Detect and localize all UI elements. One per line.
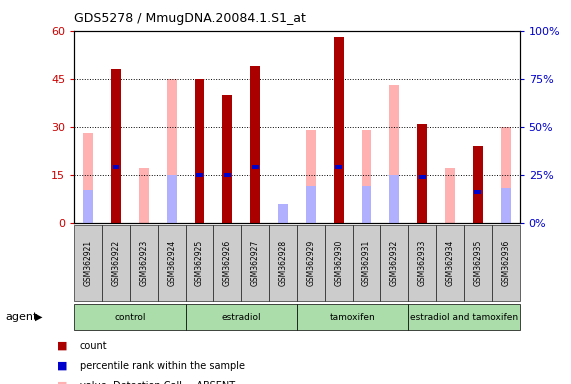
Bar	[250, 66, 260, 223]
Bar	[419, 175, 425, 179]
Bar	[139, 168, 148, 223]
Bar	[361, 130, 371, 223]
Bar	[417, 124, 427, 223]
Text: GSM362932: GSM362932	[390, 240, 399, 286]
Bar	[473, 188, 482, 223]
Bar	[223, 95, 232, 223]
Bar	[389, 175, 399, 223]
Text: GSM362933: GSM362933	[417, 240, 427, 286]
Text: ■: ■	[57, 341, 67, 351]
Text: GSM362936: GSM362936	[501, 240, 510, 286]
Text: GSM362926: GSM362926	[223, 240, 232, 286]
Text: agent: agent	[6, 312, 38, 322]
Text: ■: ■	[57, 381, 67, 384]
Bar	[278, 204, 288, 223]
Bar	[278, 207, 288, 223]
Bar	[335, 165, 342, 169]
Text: value, Detection Call = ABSENT: value, Detection Call = ABSENT	[80, 381, 235, 384]
Bar	[111, 69, 121, 223]
Text: GSM362931: GSM362931	[362, 240, 371, 286]
Text: tamoxifen: tamoxifen	[329, 313, 376, 322]
Bar	[445, 168, 455, 223]
Text: control: control	[114, 313, 146, 322]
Bar	[501, 127, 510, 223]
Bar	[389, 85, 399, 223]
Bar	[167, 175, 176, 223]
Text: ▶: ▶	[35, 312, 43, 322]
Bar	[167, 79, 176, 223]
Text: GSM362934: GSM362934	[445, 240, 455, 286]
Bar	[252, 165, 259, 169]
Text: GSM362935: GSM362935	[473, 240, 482, 286]
Text: GSM362925: GSM362925	[195, 240, 204, 286]
Bar	[501, 188, 510, 223]
Bar	[473, 146, 482, 223]
Text: GSM362924: GSM362924	[167, 240, 176, 286]
Bar	[361, 186, 371, 223]
Text: estradiol: estradiol	[222, 313, 261, 322]
Bar	[83, 133, 93, 223]
Text: GDS5278 / MmugDNA.20084.1.S1_at: GDS5278 / MmugDNA.20084.1.S1_at	[74, 12, 306, 25]
Bar	[112, 165, 119, 169]
Text: GSM362929: GSM362929	[306, 240, 315, 286]
Text: GSM362928: GSM362928	[279, 240, 288, 286]
Text: estradiol and tamoxifen: estradiol and tamoxifen	[410, 313, 518, 322]
Bar	[306, 186, 316, 223]
Text: GSM362930: GSM362930	[334, 240, 343, 286]
Text: count: count	[80, 341, 107, 351]
Bar	[196, 173, 203, 177]
Bar	[195, 79, 204, 223]
Bar	[83, 190, 93, 223]
Text: percentile rank within the sample: percentile rank within the sample	[80, 361, 245, 371]
Text: GSM362927: GSM362927	[251, 240, 260, 286]
Text: GSM362921: GSM362921	[83, 240, 93, 286]
Bar	[224, 173, 231, 177]
Bar	[475, 190, 481, 194]
Text: GSM362922: GSM362922	[111, 240, 120, 286]
Text: GSM362923: GSM362923	[139, 240, 148, 286]
Bar	[334, 37, 344, 223]
Text: ■: ■	[57, 361, 67, 371]
Bar	[306, 130, 316, 223]
